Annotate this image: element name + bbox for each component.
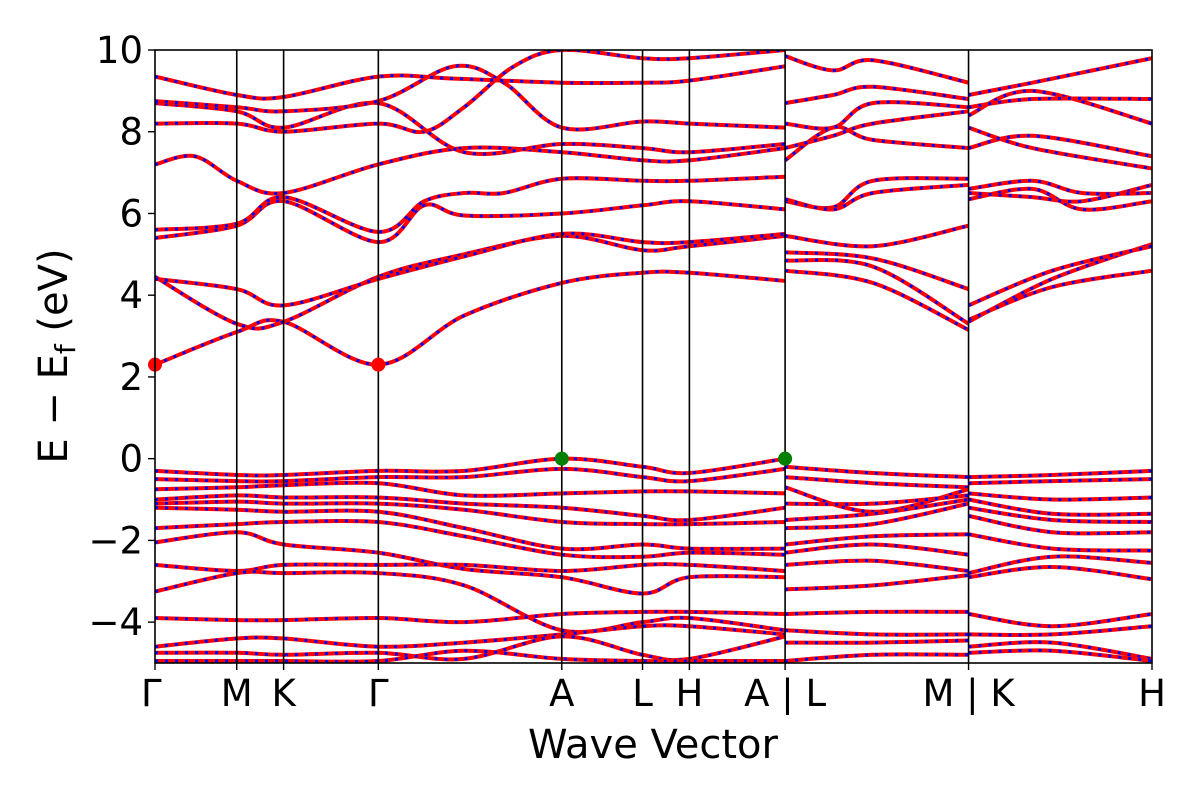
band-line-spin-down [155, 50, 786, 134]
band-line-spin-down [784, 652, 969, 663]
band-line-spin-down [784, 54, 969, 85]
band-edge-markers [148, 357, 793, 466]
band-line-spin-down [155, 500, 786, 526]
band-line-spin-down [155, 649, 786, 663]
y-axis-label-unit: (eV) [31, 248, 77, 344]
band-line-spin-down [968, 244, 1152, 307]
y-tick-label: −4 [88, 601, 143, 644]
band-line-spin-down [784, 465, 969, 479]
x-tick-label: M | K [922, 672, 1016, 715]
band-line-spin-down [784, 250, 970, 291]
band-line-spin-up [968, 96, 1152, 110]
band-line-spin-down [968, 554, 1152, 575]
band-line-spin-up [155, 530, 786, 596]
band-line-spin-down [155, 570, 786, 634]
band-line-spin-up [155, 64, 786, 101]
y-tick-label: 0 [119, 438, 143, 481]
vbm-marker [554, 451, 569, 466]
vbm-marker [778, 451, 793, 466]
band-line-spin-down [155, 457, 786, 478]
y-axis-label-subscript: f [49, 343, 82, 354]
band-line-spin-down [155, 232, 786, 307]
band-line-spin-down [968, 183, 1152, 204]
band-line-spin-down [968, 506, 1152, 524]
band-line-spin-up [155, 466, 786, 484]
band-line-spin-up [784, 100, 969, 131]
band-line-spin-down [968, 498, 1152, 517]
band-line-spin-up [785, 501, 970, 531]
band-line-spin-down [968, 134, 1152, 158]
x-tick-label: L [632, 672, 653, 715]
band-line-spin-down [785, 628, 969, 637]
high-symmetry-lines [235, 50, 970, 663]
band-line-spin-up [968, 178, 1152, 196]
band-line-spin-down [785, 610, 969, 616]
x-tick-label: Γ [141, 672, 162, 715]
y-axis-label: E − Ef (eV) [31, 248, 82, 463]
band-line-spin-down [968, 491, 1152, 502]
band-line-spin-down [784, 269, 970, 332]
band-line-spin-down [155, 623, 786, 649]
band-line-spin-down [968, 514, 1152, 535]
band-line-spin-down [968, 126, 1152, 170]
band-line-spin-up [155, 145, 786, 196]
x-tick-label: M [221, 672, 253, 715]
y-axis-label-main: E − E [31, 354, 77, 464]
band-line-spin-down [155, 481, 786, 498]
plot-frame [154, 49, 1153, 664]
x-tick-label: Γ [368, 672, 389, 715]
x-tick-label: H [1138, 672, 1166, 715]
band-line-spin-down [155, 101, 786, 156]
y-tick-label: 4 [119, 274, 143, 317]
band-line-spin-down [155, 234, 786, 331]
y-tick-label: −2 [88, 519, 143, 562]
band-line-spin-down [784, 475, 969, 489]
x-axis-label: Wave Vector [528, 722, 779, 768]
band-line-spin-down [968, 469, 1152, 479]
band-line-spin-down [784, 542, 969, 557]
band-line-spin-down [155, 64, 786, 132]
band-line-spin-down [784, 224, 969, 248]
band-line-spin-up [155, 609, 786, 625]
band-line-spin-down [968, 612, 1152, 628]
band-line-spin-up [155, 493, 786, 523]
y-tick-label: 8 [119, 111, 143, 154]
cbm-marker [371, 357, 386, 372]
x-tick-label: A [549, 672, 574, 715]
x-tick-label: H [675, 672, 703, 715]
band-line-spin-down [784, 85, 969, 105]
y-axis-ticks: −4 −2 0 2 4 6 8 10 [88, 29, 155, 644]
band-line-spin-down [968, 565, 1152, 581]
band-line-spin-down [785, 559, 969, 573]
x-tick-label: K [271, 672, 297, 715]
band-line-spin-down [784, 258, 970, 326]
band-line-spin-down [968, 477, 1152, 485]
band-line-spin-down [155, 175, 786, 234]
band-line-spin-down [968, 640, 1152, 661]
band-line-spin-down [784, 109, 969, 150]
y-tick-label: 2 [119, 356, 143, 399]
band-line-spin-down [785, 639, 969, 645]
y-tick-label: 6 [119, 192, 143, 235]
band-line-spin-down [785, 573, 969, 591]
band-line-spin-down [155, 506, 786, 551]
band-line-spin-down [155, 519, 786, 559]
band-line-spin-down [968, 648, 1152, 663]
band-line-spin-down [968, 269, 1152, 322]
band-line-spin-down [784, 183, 969, 211]
band-line-spin-down [968, 624, 1152, 637]
band-line-spin-down [155, 270, 786, 367]
band-line-spin-down [784, 532, 969, 546]
band-line-spin-down [968, 532, 1152, 553]
y-tick-label: 10 [96, 29, 143, 72]
band-line-spin-down [784, 498, 969, 522]
bands-layer [155, 50, 1152, 663]
band-line-spin-down [968, 56, 1152, 97]
band-line-spin-down [785, 493, 969, 506]
x-tick-label: A | L [744, 672, 826, 715]
